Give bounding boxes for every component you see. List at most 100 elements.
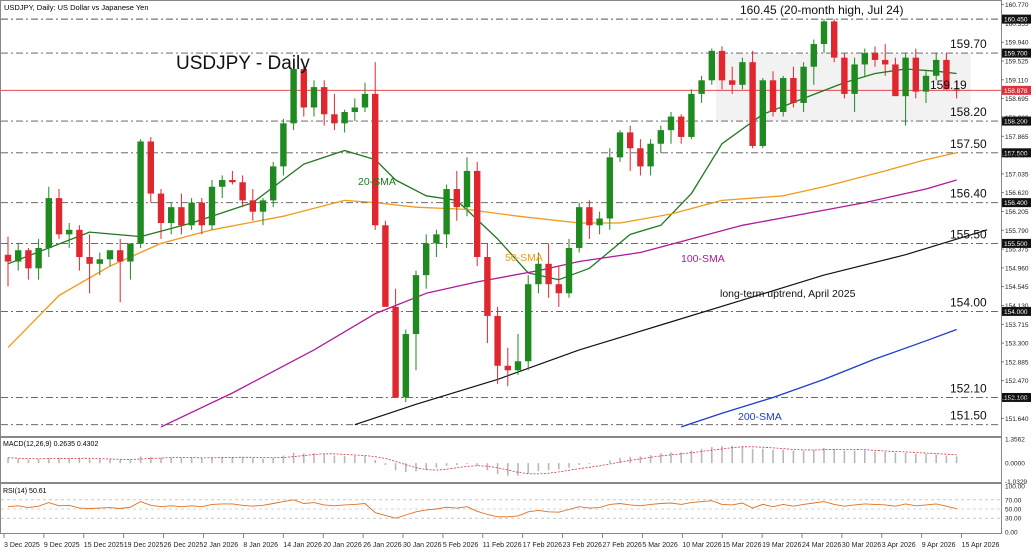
candle-body <box>912 57 919 92</box>
indicator-label-20sma: 20-SMA <box>358 176 396 188</box>
level-label-15919: 159.19 <box>930 78 967 92</box>
candle-body <box>514 361 522 371</box>
axis-level-tag: 157.500 <box>1004 150 1028 157</box>
time-tick-label: 20 Jan 2026 <box>323 542 362 549</box>
candle-body <box>433 234 440 244</box>
price-tick-label: 151.640 <box>1005 416 1029 423</box>
axis-level-tag: 154.000 <box>1004 309 1028 316</box>
time-tick-label: 9 Apr 2026 <box>922 542 956 549</box>
macd-panel: 1.3562 0.0000 -1.0329 <box>7 436 1027 486</box>
candle-body <box>280 123 287 167</box>
price-tick-label: 155.375 <box>1005 247 1029 254</box>
candle-body <box>708 50 715 81</box>
candle-body <box>249 200 256 212</box>
candle-body <box>382 225 389 307</box>
candle-body <box>188 202 195 226</box>
candle-body <box>372 93 379 226</box>
candle-body <box>647 143 654 167</box>
candle-body <box>596 218 603 226</box>
candle-body <box>882 59 889 65</box>
candle-body <box>800 66 807 103</box>
candle-body <box>820 21 828 45</box>
candle-body <box>555 284 562 294</box>
candle-body <box>290 68 297 124</box>
macd-panel-frame <box>0 437 1002 483</box>
candle-body <box>127 243 134 262</box>
candle-body <box>96 259 103 264</box>
indicator-line <box>160 179 957 428</box>
candle-body <box>790 78 797 103</box>
candle-body <box>208 186 216 226</box>
candle-body <box>178 207 185 226</box>
price-tick-label: 152.055 <box>1005 397 1029 404</box>
price-tick-label: 156.620 <box>1005 190 1029 197</box>
candle-body <box>137 141 144 244</box>
axis-level-tag: 159.700 <box>1004 51 1028 58</box>
indicator-label-100sma: 100-SMA <box>681 253 725 265</box>
candle-body <box>168 207 175 224</box>
candle-body <box>871 53 879 60</box>
candle-body <box>525 284 532 362</box>
level-label: 154.00 <box>950 295 987 309</box>
candle-body <box>239 182 246 201</box>
price-tick-label: 157.450 <box>1005 153 1029 160</box>
axis-level-tag-bg <box>1002 14 1031 24</box>
macd-tick-label: -1.0329 <box>1005 479 1027 486</box>
level-label: 152.10 <box>950 381 987 395</box>
price-tick-label: 157.035 <box>1005 171 1029 178</box>
candle-body <box>147 141 154 194</box>
rsi-tick-label: 50.00 <box>1005 507 1022 514</box>
time-tick-label: 14 Jan 2026 <box>283 542 322 549</box>
candle-body <box>117 250 124 262</box>
time-tick-label: 19 Mar 2026 <box>762 542 801 549</box>
axis-level-tag: 155.500 <box>1004 241 1028 248</box>
candle-body <box>270 166 277 201</box>
candle-body <box>474 170 481 258</box>
candle-body <box>55 198 63 235</box>
rsi-line <box>7 499 957 519</box>
rsi-tick-label: 0.00 <box>1005 530 1018 537</box>
candle-body <box>463 170 471 208</box>
time-tick-label: 2 Jan 2026 <box>204 542 239 549</box>
time-tick-label: 27 Feb 2026 <box>603 542 642 549</box>
trendline-label: long-term uptrend, April 2025 <box>720 288 856 300</box>
candle-body <box>66 229 73 235</box>
current-price-tag: 158.878 <box>1004 88 1028 95</box>
macd-label: MACD(12,26,9) 0.2635 0.4302 <box>3 441 98 448</box>
candle-body <box>841 57 848 94</box>
level-label: 157.50 <box>950 137 987 151</box>
candle-body <box>667 116 675 131</box>
level-label: 156.40 <box>950 187 987 201</box>
candle-body <box>423 243 430 276</box>
price-axis: 160.450 159.700 158.200 157.500 156.400 155.5… <box>1001 2 1031 423</box>
indicator-label-50sma: 50-SMA <box>505 252 543 264</box>
candle-body <box>718 50 726 81</box>
candle-body <box>361 93 369 108</box>
time-axis: 3 Dec 2025 9 Dec 2025 15 Dec 2025 19 Dec 20… <box>3 534 999 549</box>
candle-body <box>402 334 409 398</box>
level-label: 160.45 (20-month high, Jul 24) <box>740 3 903 17</box>
candle-body <box>321 87 328 115</box>
axis-level-tag-bg <box>1002 148 1031 158</box>
candle-body <box>729 80 736 85</box>
symbol-header: USDJPY, Daily: US Dollar vs Japanese Yen <box>4 3 149 12</box>
indicator-line <box>7 152 957 349</box>
candle-body <box>412 275 420 335</box>
candle-body <box>851 64 858 94</box>
candle-body <box>392 306 399 398</box>
rsi-panel: 100.00 70.00 50.00 30.00 0.00 <box>1 484 1025 537</box>
axis-level-tag-bg <box>1002 48 1031 58</box>
time-tick-label: 30 Jan 2026 <box>403 542 442 549</box>
candle-body <box>810 44 817 67</box>
time-tick-label: 30 Mar 2026 <box>842 542 881 549</box>
candle-body <box>780 78 787 113</box>
axis-level-tag: 156.400 <box>1004 200 1028 207</box>
candle-body <box>351 107 358 113</box>
price-tick-label: 159.525 <box>1005 59 1029 66</box>
rsi-tick-label: 100.00 <box>1005 484 1025 491</box>
candle-body <box>576 207 583 248</box>
time-tick-label: 5 Mar 2026 <box>642 542 678 549</box>
candle-body <box>494 315 501 366</box>
rsi-tick-label: 30.00 <box>1005 516 1022 523</box>
candle-body <box>259 200 267 212</box>
